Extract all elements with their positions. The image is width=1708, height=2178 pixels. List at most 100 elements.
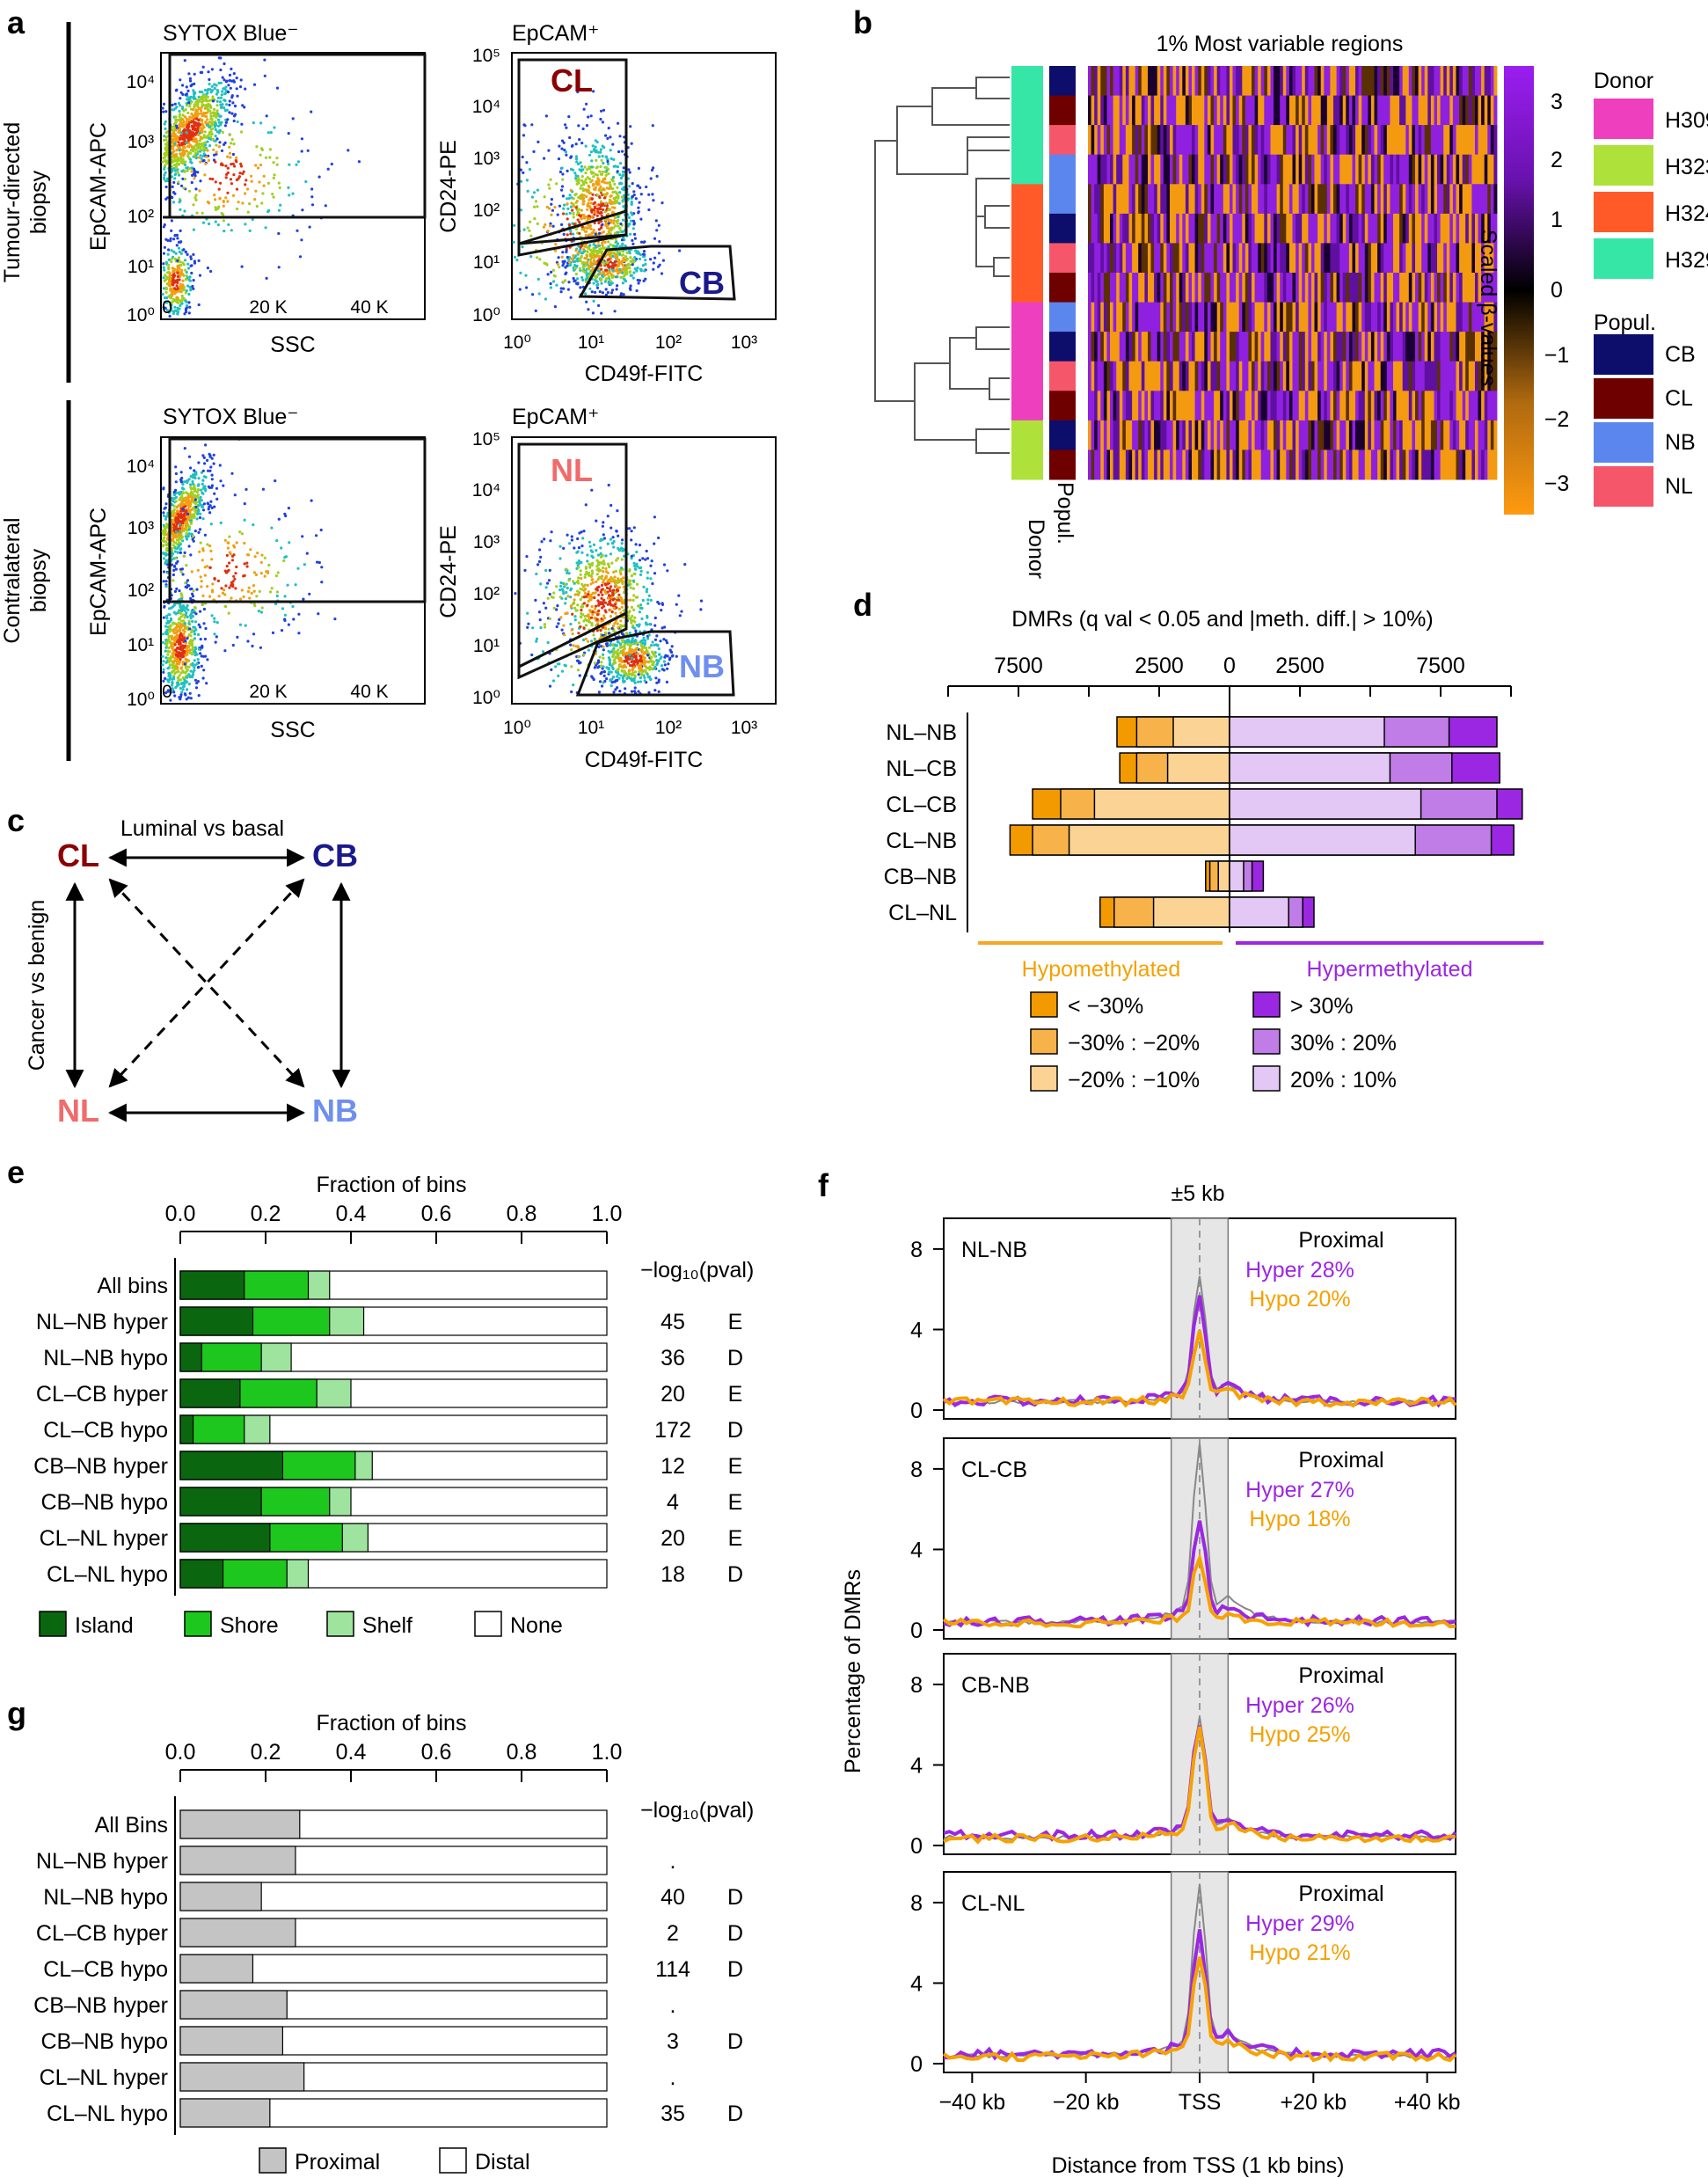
- facs-dot: [181, 118, 185, 121]
- facs-dot: [594, 604, 598, 608]
- facs-dot: [318, 560, 321, 565]
- facs-dot: [231, 585, 235, 588]
- facs-dot: [275, 594, 279, 598]
- facs-dot: [180, 184, 184, 187]
- facs-dot: [580, 605, 583, 609]
- facs-dot: [594, 210, 597, 215]
- facs-dot: [170, 260, 173, 264]
- facs-dot: [199, 154, 202, 157]
- facs-dot: [661, 626, 664, 630]
- facs-dot: [611, 143, 615, 146]
- facs-dot: [604, 277, 609, 281]
- facs-dot: [310, 499, 313, 502]
- facs-dot: [575, 179, 579, 182]
- facs-epcam-contralateral: EpCAM⁺ NL NB CD24-PE CD49f-FITC 10⁰ 10¹ …: [436, 405, 777, 772]
- facs-dot: [576, 174, 580, 178]
- facs-dot: [201, 91, 204, 94]
- facs-dot: [609, 229, 613, 232]
- facs-dot: [180, 515, 184, 520]
- facs-dot: [206, 118, 209, 121]
- facs-dot: [593, 666, 597, 669]
- facs-dot: [607, 218, 610, 222]
- facs-dot: [175, 126, 179, 129]
- facs-dot: [628, 569, 631, 573]
- facs-dot: [189, 264, 193, 267]
- facs-dot: [163, 268, 166, 272]
- facs-dot: [620, 261, 624, 266]
- facs-dot: [213, 505, 216, 508]
- facs-dot: [193, 632, 197, 636]
- facs-dot: [551, 280, 556, 283]
- facs-dot: [637, 206, 640, 209]
- facs-dot: [575, 264, 579, 267]
- facs-dot: [664, 654, 668, 657]
- facs-dot: [189, 612, 193, 616]
- facs-dot: [183, 178, 187, 181]
- facs-dot: [596, 560, 600, 564]
- facs-dot: [176, 625, 179, 628]
- facs-dot: [170, 219, 173, 223]
- facs-dot: [590, 210, 594, 214]
- facs-dot: [181, 613, 185, 617]
- facs-dot: [610, 610, 614, 614]
- facs-dot: [562, 592, 566, 596]
- facs-dot: [219, 114, 223, 118]
- facs-dot: [195, 681, 199, 685]
- facs-dot: [633, 232, 637, 236]
- facs-dot: [208, 130, 212, 134]
- facs-dot: [584, 172, 588, 175]
- facs-dot: [208, 595, 212, 598]
- facs-dot: [179, 548, 182, 552]
- facs-dot: [273, 173, 276, 177]
- xtick: 40 K: [350, 297, 388, 318]
- facs-dot: [230, 229, 233, 232]
- facs-dot: [284, 555, 288, 559]
- facs-dot: [560, 255, 564, 259]
- facs-dot: [622, 173, 625, 177]
- facs-dot: [191, 535, 195, 538]
- facs-dot: [630, 605, 634, 610]
- facs-dot: [617, 121, 620, 125]
- facs-dot: [211, 137, 215, 141]
- facs-dot: [640, 617, 644, 621]
- facs-dot: [196, 568, 200, 572]
- facs-dot: [604, 574, 609, 578]
- facs-dot: [197, 106, 201, 110]
- facs-dot: [624, 687, 627, 691]
- facs-dot: [179, 645, 183, 648]
- facs-dot: [178, 285, 182, 289]
- facs-dot: [197, 477, 201, 480]
- facs-dot: [184, 278, 187, 281]
- facs-dot: [173, 102, 177, 106]
- facs-dot: [611, 588, 615, 593]
- facs-dot: [649, 577, 653, 581]
- facs-dot: [604, 202, 608, 206]
- facs-dot: [182, 145, 186, 149]
- facs-dot: [252, 571, 257, 574]
- facs-dot: [648, 665, 652, 669]
- facs-dot: [609, 149, 612, 152]
- facs-dot: [166, 653, 170, 656]
- facs-dot: [553, 305, 558, 309]
- facs-dot: [635, 565, 639, 568]
- facs-dot: [181, 106, 185, 109]
- facs-dot: [596, 183, 600, 186]
- facs-dot: [291, 117, 295, 121]
- facs-dot: [528, 229, 531, 232]
- facs-dot: [601, 246, 604, 250]
- facs-dot: [185, 274, 188, 278]
- facs-dot: [208, 511, 212, 515]
- facs-dot: [583, 230, 588, 233]
- facs-dot: [608, 180, 611, 184]
- facs-dot: [607, 258, 610, 261]
- facs-dot: [661, 259, 666, 262]
- facs-dot: [172, 238, 176, 241]
- facs-dot: [176, 676, 179, 679]
- facs-dot: [587, 115, 590, 119]
- facs-dot: [626, 661, 631, 665]
- facs-dot: [620, 542, 624, 545]
- facs-dot: [235, 156, 238, 159]
- facs-dot: [198, 528, 202, 531]
- facs-dot: [182, 554, 186, 558]
- facs-dot: [586, 168, 589, 172]
